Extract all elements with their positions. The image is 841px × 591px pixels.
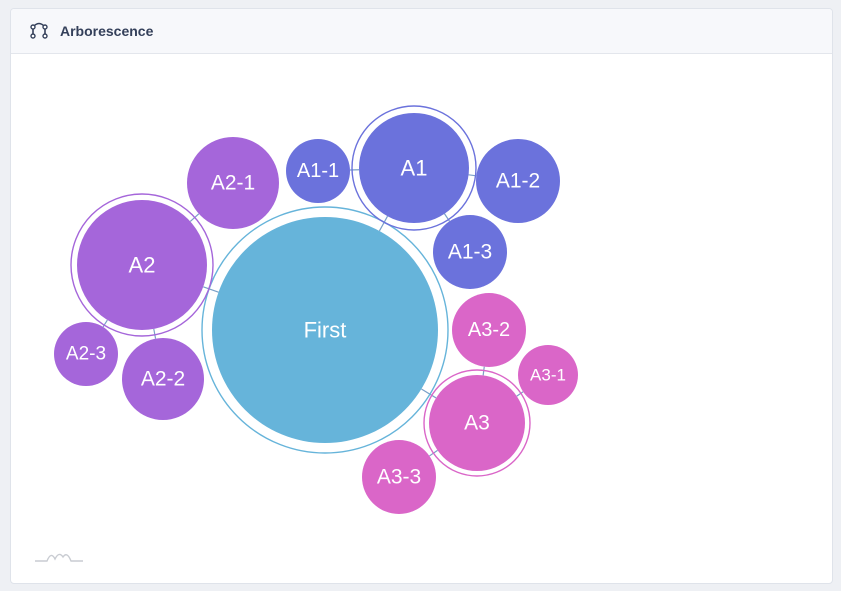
node-ring-a3 — [423, 369, 531, 477]
node-a1-1[interactable]: A1-1 — [286, 139, 350, 203]
node-circle-a1-1 — [286, 139, 350, 203]
node-circle-a3 — [429, 375, 525, 471]
node-a3-1[interactable]: A3-1 — [518, 345, 578, 405]
node-circle-a3-2 — [452, 293, 526, 367]
node-circle-a1 — [359, 113, 469, 223]
node-circle-a3-3 — [362, 440, 436, 514]
node-circle-a1-2 — [476, 139, 560, 223]
node-circle-a1-3 — [433, 215, 507, 289]
node-label-a2-2: A2-2 — [141, 368, 185, 391]
link-a2-to-a2-2 — [153, 328, 157, 339]
bubble-diagram: First A1 A1-1 A1-2 A1-3 A2 A2-1 A2-2 A2-3 A3 A3-1 A… — [54, 105, 578, 514]
node-label-a1-3: A1-3 — [448, 241, 492, 264]
node-label-a3-3: A3-3 — [377, 466, 421, 489]
node-ring-a1 — [351, 105, 477, 231]
node-a3-2[interactable]: A3-2 — [452, 293, 526, 367]
node-a2-1[interactable]: A2-1 — [187, 137, 279, 229]
node-a1-3[interactable]: A1-3 — [433, 215, 507, 289]
node-circle-a2-1 — [187, 137, 279, 229]
node-label-a3-1: A3-1 — [530, 366, 566, 385]
node-a2[interactable]: A2 — [70, 193, 214, 337]
node-label-a2-3: A2-3 — [66, 344, 106, 365]
node-a1-2[interactable]: A1-2 — [476, 139, 560, 223]
node-a1[interactable]: A1 — [351, 105, 477, 231]
arborescence-card: Arborescence First A1 A1-1 A1-2 A1-3 A2 A2-1 A2… — [10, 8, 833, 584]
node-circle-a2 — [77, 200, 207, 330]
node-label-a3-2: A3-2 — [468, 319, 510, 341]
link-first-to-a1 — [378, 215, 389, 232]
node-a2-2[interactable]: A2-2 — [122, 338, 204, 420]
node-a3[interactable]: A3 — [423, 369, 531, 477]
link-first-to-a3 — [421, 388, 437, 399]
node-label-a2: A2 — [129, 253, 156, 278]
node-circle-a3-1 — [518, 345, 578, 405]
node-circle-a2-2 — [122, 338, 204, 420]
node-label-first: First — [304, 318, 347, 343]
node-first[interactable]: First — [201, 206, 449, 454]
node-layer: First A1 A1-1 A1-2 A1-3 A2 A2-1 A2-2 A2-3 A3 A3-1 A… — [54, 105, 578, 514]
node-label-a1-2: A1-2 — [496, 170, 540, 193]
link-first-to-a2 — [203, 286, 219, 293]
node-ring-a2 — [70, 193, 214, 337]
link-a2-to-a2-3 — [102, 319, 108, 328]
node-label-a1: A1 — [401, 156, 428, 181]
chart-watermark-icon — [33, 547, 85, 570]
node-label-a3: A3 — [464, 412, 490, 435]
node-circle-first — [212, 217, 438, 443]
node-ring-first — [201, 206, 449, 454]
node-label-a1-1: A1-1 — [297, 160, 339, 182]
node-a3-3[interactable]: A3-3 — [362, 440, 436, 514]
node-circle-a2-3 — [54, 322, 118, 386]
card-header: Arborescence — [11, 9, 832, 54]
tree-network-icon — [29, 21, 49, 41]
node-a2-3[interactable]: A2-3 — [54, 322, 118, 386]
link-a3-to-a3-1 — [516, 391, 524, 397]
node-label-a2-1: A2-1 — [211, 172, 255, 195]
card-title: Arborescence — [60, 23, 154, 39]
